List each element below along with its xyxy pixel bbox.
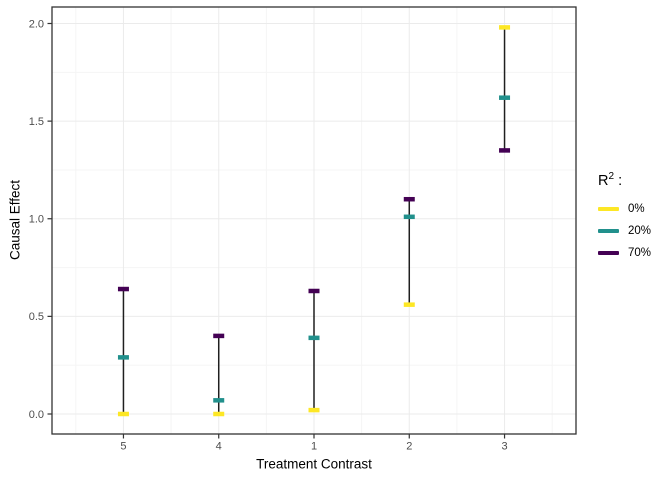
legend-key-swatch bbox=[598, 250, 619, 256]
legend-label: 70% bbox=[628, 246, 652, 259]
x-tick-label: 1 bbox=[311, 441, 317, 453]
point-marker bbox=[213, 398, 225, 403]
x-tick-label: 3 bbox=[501, 441, 507, 453]
legend-label: 0% bbox=[628, 202, 645, 215]
y-tick-label: 2.0 bbox=[29, 18, 44, 30]
point-marker bbox=[308, 335, 320, 341]
point-marker bbox=[117, 286, 129, 292]
legend-entry: 20% bbox=[598, 220, 670, 242]
y-axis-title: Causal Effect bbox=[7, 179, 23, 261]
legend-label: 20% bbox=[628, 224, 652, 237]
legend-key-swatch bbox=[598, 206, 619, 212]
point-marker bbox=[308, 407, 320, 413]
point-marker bbox=[403, 196, 415, 202]
legend-title: R2 : bbox=[598, 171, 670, 189]
point-marker bbox=[499, 25, 511, 30]
legend-entries: 0% 20% 70% bbox=[598, 198, 670, 264]
legend-title-superscript: 2 bbox=[608, 171, 615, 182]
y-tick-label: 1.0 bbox=[29, 214, 44, 226]
legend-entry: 70% bbox=[598, 242, 670, 264]
y-tick-label: 0.0 bbox=[29, 409, 44, 421]
x-tick-label: 2 bbox=[406, 441, 412, 453]
point-marker bbox=[403, 302, 415, 307]
legend-title-colon: : bbox=[614, 172, 623, 189]
y-tick-label: 1.5 bbox=[29, 116, 44, 128]
point-marker bbox=[213, 333, 225, 339]
point-marker bbox=[308, 288, 320, 294]
legend-entry: 0% bbox=[598, 198, 670, 220]
y-tick-label: 0.5 bbox=[29, 311, 44, 323]
point-marker bbox=[117, 355, 129, 360]
legend-title-base: R bbox=[598, 172, 609, 189]
point-marker bbox=[499, 148, 511, 153]
x-axis-title: Treatment Contrast bbox=[256, 456, 372, 472]
x-tick-label: 4 bbox=[216, 441, 222, 453]
legend-key-swatch bbox=[598, 228, 619, 234]
point-marker bbox=[499, 95, 511, 100]
point-marker bbox=[213, 411, 225, 417]
x-tick-label: 5 bbox=[120, 441, 126, 453]
legend: R2 : 0% 20% 70% bbox=[598, 171, 670, 264]
point-marker bbox=[403, 214, 415, 220]
point-marker bbox=[117, 411, 129, 417]
